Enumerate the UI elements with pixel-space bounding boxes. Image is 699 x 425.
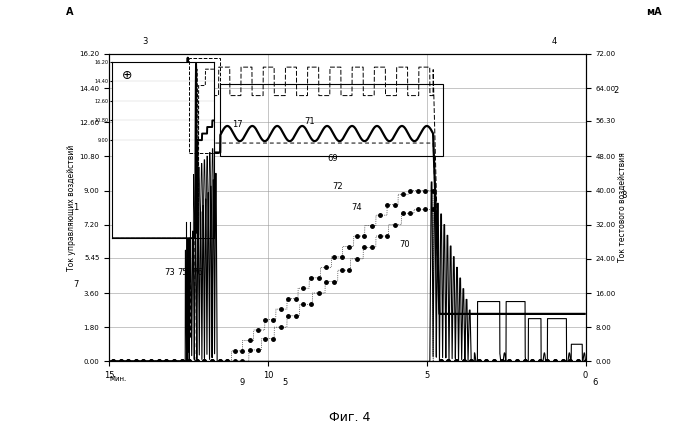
Text: 9: 9	[240, 378, 245, 387]
Y-axis label: Ток управляющих воздействий: Ток управляющих воздействий	[67, 144, 76, 271]
Text: 18: 18	[194, 72, 205, 82]
Text: 75: 75	[178, 268, 188, 277]
Text: 74: 74	[352, 203, 362, 212]
Text: 7: 7	[73, 280, 78, 289]
Text: 76: 76	[192, 268, 203, 277]
Y-axis label: Ток тестового воздействия: Ток тестового воздействия	[619, 153, 627, 263]
Text: 70: 70	[399, 240, 410, 249]
Text: Фиг. 4: Фиг. 4	[329, 411, 370, 424]
Text: 1: 1	[73, 203, 78, 212]
Text: 4: 4	[552, 37, 557, 46]
Text: 73: 73	[165, 268, 175, 277]
Bar	[220, 84, 442, 156]
Text: 5: 5	[283, 378, 288, 387]
Text: 71: 71	[304, 117, 315, 126]
Text: 77: 77	[144, 99, 155, 108]
Text: 17: 17	[233, 120, 243, 129]
Text: А: А	[66, 7, 73, 17]
Text: 8: 8	[621, 191, 626, 200]
Text: 71: 71	[178, 99, 188, 108]
Text: 69: 69	[328, 154, 338, 163]
Bar	[189, 58, 220, 153]
Text: 3: 3	[142, 37, 147, 46]
Text: 6: 6	[592, 378, 598, 387]
Text: мА: мА	[646, 7, 661, 17]
Text: Мин.: Мин.	[109, 376, 127, 382]
Text: 72: 72	[333, 181, 343, 190]
Text: 2: 2	[614, 86, 619, 95]
Text: 78: 78	[149, 142, 160, 150]
